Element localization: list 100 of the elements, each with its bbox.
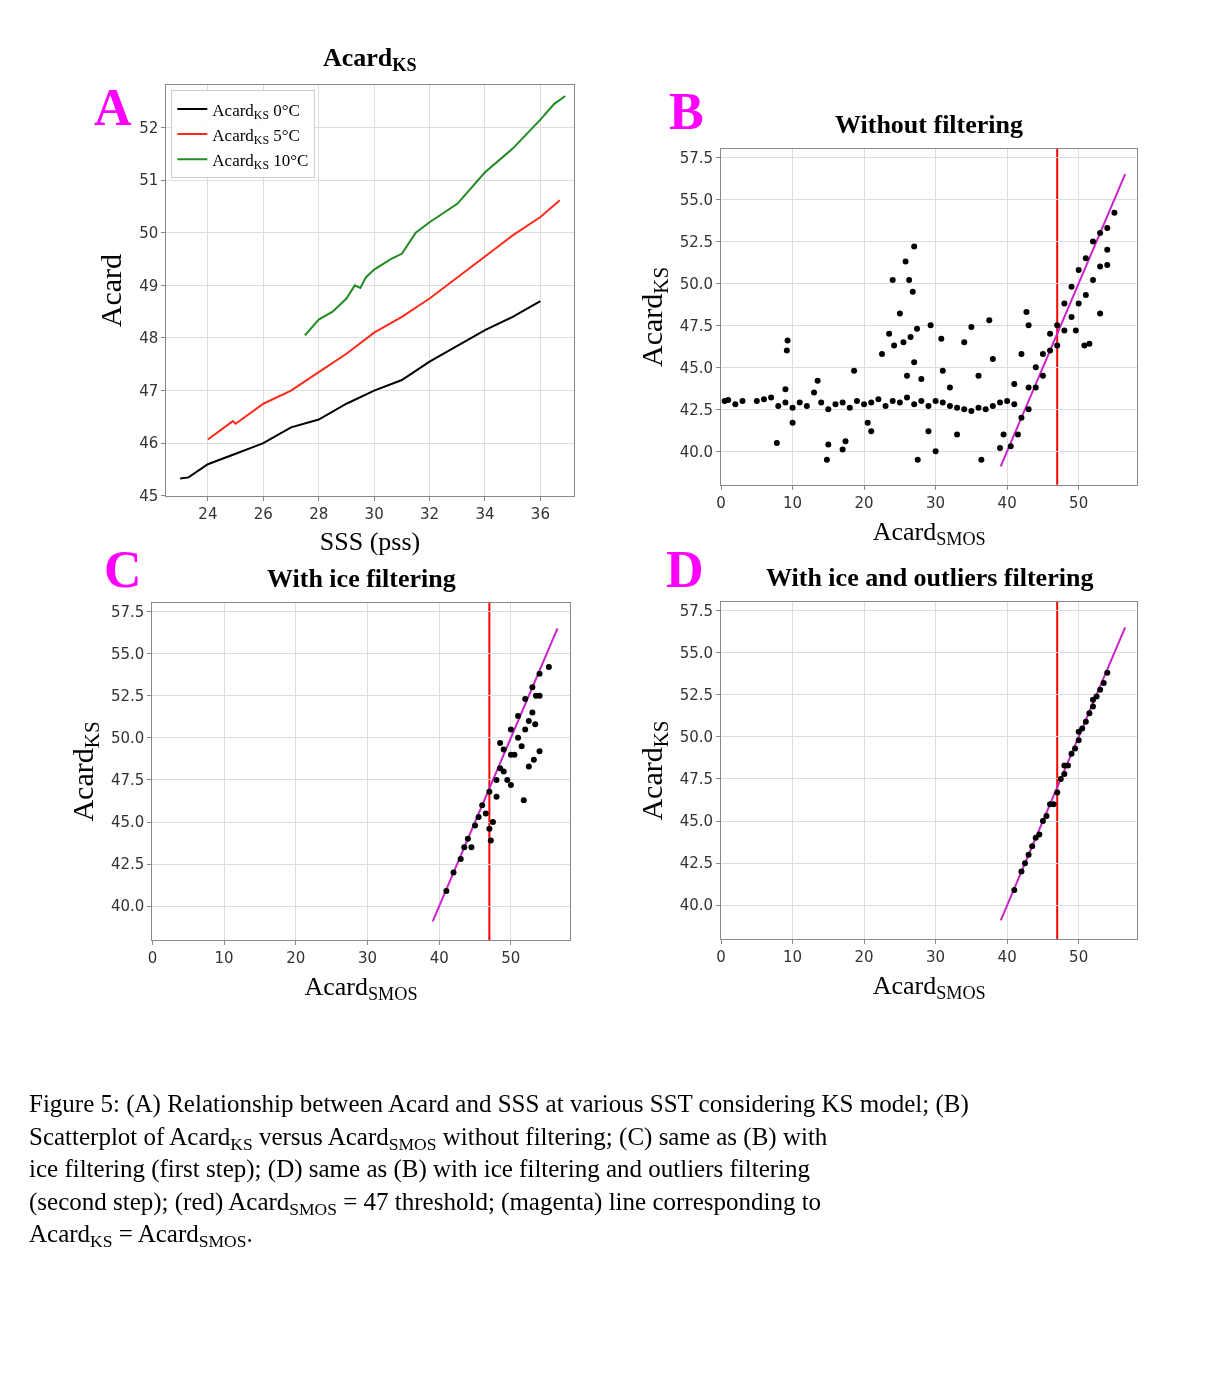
point [1043, 812, 1050, 819]
x-axis-title: Acard$_{SMOS}$ [872, 970, 986, 1004]
point [1036, 831, 1043, 838]
point [472, 822, 479, 829]
point [497, 765, 504, 772]
legend-label: Acard$_{KS}$ 0°C [212, 100, 300, 123]
point [500, 746, 507, 753]
point [475, 813, 482, 820]
point [1089, 696, 1096, 703]
x-tick-label: 20 [286, 948, 306, 967]
y-tick-label: 45.0 [679, 358, 714, 377]
text: A [94, 79, 132, 136]
y-tick-label: 52 [139, 118, 159, 137]
point [545, 664, 552, 671]
chart-title: Acard$_{KS}$ [323, 43, 417, 76]
point [1100, 679, 1107, 686]
y-tick-label: 40.0 [679, 896, 714, 915]
point [525, 717, 532, 724]
point [1086, 710, 1093, 717]
text: D [666, 541, 704, 598]
x-tick-label: 32 [420, 504, 440, 523]
y-tick-label: 50.0 [679, 728, 714, 747]
point [1061, 770, 1068, 777]
point [536, 692, 543, 699]
point [486, 788, 493, 795]
point [450, 869, 457, 876]
y-tick-label: 40.0 [110, 897, 145, 916]
point [520, 797, 527, 804]
y-tick-label: 45.0 [679, 812, 714, 831]
y-tick-label: 50.0 [679, 274, 714, 293]
point [1054, 789, 1061, 796]
point [1075, 737, 1082, 744]
point [482, 810, 489, 817]
y-tick-label: 47 [139, 381, 159, 400]
x-tick-label: 50 [1069, 493, 1089, 512]
y-tick-label: 57.5 [679, 601, 714, 620]
y-tick-label: 42.5 [679, 400, 714, 419]
point [1039, 818, 1046, 825]
y-tick-label: 45.0 [110, 813, 145, 832]
x-tick-label: 20 [854, 947, 874, 966]
x-tick-label: 24 [198, 504, 218, 523]
y-tick-label: 42.5 [110, 855, 145, 874]
point [536, 748, 543, 755]
y-tick-label: 57.5 [679, 148, 714, 167]
x-tick-label: 0 [716, 947, 726, 966]
point [468, 844, 475, 851]
point [507, 781, 514, 788]
point [532, 721, 539, 728]
x-axis-title: SSS (pss) [319, 527, 421, 557]
point [1068, 750, 1075, 757]
x-tick-label: 30 [926, 493, 946, 512]
point [529, 684, 536, 691]
x-tick-label: 26 [253, 504, 273, 523]
point [1079, 725, 1086, 732]
y-tick-label: 55.0 [679, 190, 714, 209]
x-tick-label: 34 [475, 504, 495, 523]
x-tick-label: 30 [357, 948, 378, 967]
y-tick-label: 46 [139, 434, 159, 453]
point [457, 856, 464, 863]
point [1089, 703, 1096, 710]
y-tick-label: 49 [139, 276, 159, 295]
point [1018, 868, 1025, 875]
point [1104, 669, 1111, 676]
point [461, 844, 468, 851]
point [1097, 686, 1104, 693]
point [1022, 860, 1029, 867]
y-tick-label: 48 [139, 329, 159, 348]
y-tick-label: 47.5 [679, 316, 714, 335]
x-tick-label: 40 [997, 947, 1017, 966]
y-tick-label: 45 [139, 487, 159, 506]
y-tick-label: 42.5 [679, 854, 714, 873]
point [1075, 728, 1082, 735]
point [497, 739, 504, 746]
x-tick-label: 36 [530, 504, 550, 523]
point [529, 709, 536, 716]
legend-label: Acard$_{KS}$ 5°C [212, 125, 300, 148]
y-tick-label: 47.5 [110, 771, 145, 790]
point [493, 793, 500, 800]
y-tick-label: 52.5 [679, 685, 714, 704]
point [515, 712, 522, 719]
y-tick-label: 47.5 [679, 770, 714, 789]
legend-label: Acard$_{KS}$ 10°C [212, 150, 309, 173]
y-tick-label: 50.0 [110, 729, 145, 748]
x-axis-title: Acard$_{SMOS}$ [304, 971, 418, 1005]
point [1025, 851, 1032, 858]
point [507, 726, 514, 733]
y-tick-label: 50 [139, 224, 159, 242]
point [530, 756, 537, 763]
point [1029, 843, 1036, 850]
x-tick-label: 10 [783, 947, 803, 966]
x-tick-label: 30 [926, 947, 946, 966]
point [487, 837, 494, 844]
point [489, 819, 496, 826]
line-series [179, 300, 542, 480]
point [500, 768, 507, 775]
y-tick-label: 55.0 [110, 644, 145, 663]
y-tick-label: 52.5 [679, 232, 714, 251]
x-axis-title: Acard$_{SMOS}$ [872, 516, 986, 550]
chart-title: With ice filtering [267, 564, 456, 593]
point [1032, 834, 1039, 841]
